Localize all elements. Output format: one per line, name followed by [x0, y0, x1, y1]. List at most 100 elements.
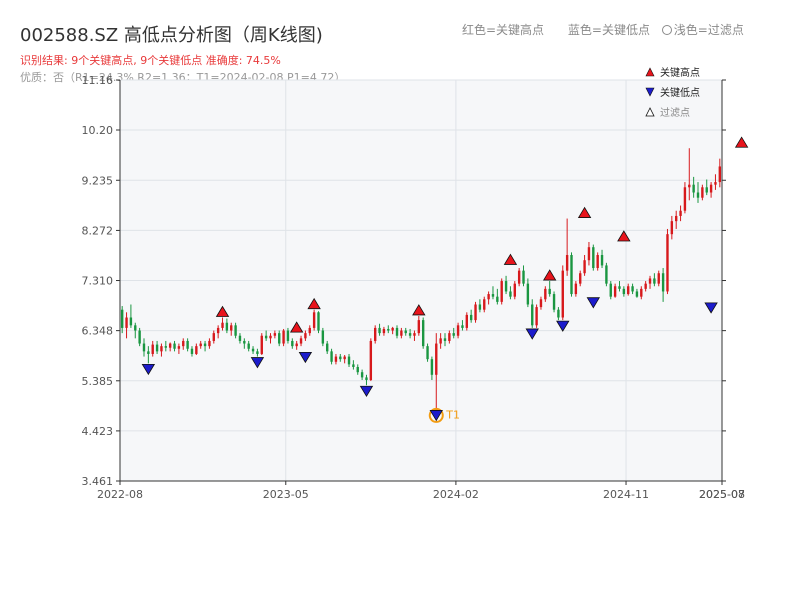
axes: 3.461 4.423 5.385 6.348 7.310 8.272 9.235 10.20… — [82, 74, 745, 501]
y-tick-label: 8.272 — [82, 224, 114, 237]
candle-body — [160, 346, 163, 352]
candle-body — [517, 270, 521, 284]
candle-body — [151, 344, 154, 354]
candle-body — [456, 325, 460, 336]
key-high-marker — [542, 269, 557, 281]
key-high-marker — [503, 253, 518, 265]
candle-body — [120, 309, 124, 328]
candle-body — [478, 304, 482, 310]
candle-body — [199, 343, 202, 347]
candle-body — [587, 247, 591, 261]
candle-body — [583, 260, 586, 274]
candle-body — [605, 265, 608, 284]
key-low-marker — [525, 328, 539, 340]
candle-body — [635, 291, 639, 297]
candle-body — [709, 184, 713, 193]
candle-body — [618, 286, 621, 289]
candle-body — [461, 325, 464, 328]
candle-body — [221, 322, 224, 328]
candle-body — [260, 335, 263, 354]
candle-body — [696, 192, 700, 198]
key-low-marker — [359, 385, 374, 397]
candle-body — [596, 255, 599, 269]
x-tick-label: 2024-11 — [603, 488, 649, 501]
candle-body — [474, 304, 477, 321]
candle-body — [299, 338, 303, 344]
candle-body — [273, 333, 277, 336]
candle-body — [426, 346, 429, 360]
candle-body — [408, 333, 412, 336]
candle-body — [168, 343, 172, 348]
candle-body — [373, 327, 377, 341]
candle-body — [653, 278, 656, 284]
candle-body — [330, 351, 333, 362]
candles — [120, 148, 722, 416]
candle-body — [600, 255, 604, 266]
legend-label: 关键低点 — [660, 86, 700, 99]
key-low-marker — [586, 297, 601, 309]
candle-body — [491, 294, 495, 297]
candle-body — [339, 356, 342, 360]
candle-body — [173, 343, 176, 349]
candle-body — [592, 247, 595, 269]
candle-body — [400, 330, 403, 336]
candle-body — [439, 338, 442, 344]
candle-body — [509, 291, 512, 297]
candle-body — [134, 325, 137, 331]
t1-ring — [428, 407, 444, 423]
candle-body — [391, 327, 394, 331]
y-tick-label: 4.423 — [82, 425, 114, 438]
y-tick-label: 6.348 — [82, 325, 114, 338]
candle-body — [291, 340, 294, 347]
candle-body — [421, 320, 425, 347]
key-low-marker — [141, 363, 156, 376]
x-tick-label: 2025-08 — [699, 488, 745, 501]
candle-body — [177, 346, 181, 349]
candle-body — [417, 320, 421, 334]
candle-body — [186, 340, 189, 349]
x-tick-label: 2023-05 — [263, 488, 309, 501]
candle-body — [382, 328, 386, 334]
candle-body — [609, 283, 612, 297]
top-legend-blue: 蓝色=关键低点 — [567, 23, 650, 37]
candle-body — [670, 221, 674, 235]
candle-body — [640, 288, 643, 297]
legend-high-icon — [645, 67, 655, 77]
candle-body — [701, 187, 704, 198]
key-low-marker — [298, 351, 313, 364]
candle-body — [308, 327, 311, 334]
y-tick-label: 3.461 — [82, 475, 114, 488]
candle-body — [500, 281, 503, 302]
candle-body — [539, 299, 543, 308]
candle-body — [278, 333, 281, 344]
candle-body — [648, 278, 652, 284]
candle-body — [404, 330, 407, 334]
top-legend-red: 红色=关键高点 — [462, 23, 545, 37]
candle-body — [483, 299, 486, 310]
candle-body — [395, 327, 399, 336]
candle-body — [504, 281, 508, 292]
key-high-marker — [289, 321, 304, 333]
key-low-marker — [429, 410, 443, 422]
candle-body — [129, 317, 133, 326]
candle-body — [282, 330, 285, 344]
candle-body — [531, 304, 534, 326]
candle-body — [613, 286, 617, 297]
candle-body — [304, 333, 307, 339]
candle-body — [535, 307, 538, 326]
candle-body — [544, 288, 547, 300]
candle-body — [243, 340, 246, 344]
candle-body — [570, 255, 573, 295]
candle-body — [317, 312, 320, 331]
candle-body — [661, 273, 665, 292]
candle-body — [487, 294, 490, 300]
candle-body — [430, 359, 434, 375]
candle-body — [705, 187, 708, 193]
candle-body — [295, 343, 298, 347]
top-legend-hollow-label: 浅色=过滤点 — [673, 23, 744, 37]
key-high-marker — [734, 136, 749, 148]
y-tick-label: 9.235 — [82, 174, 114, 187]
candle-body — [714, 182, 717, 185]
y-tick-label: 10.20 — [82, 124, 114, 137]
